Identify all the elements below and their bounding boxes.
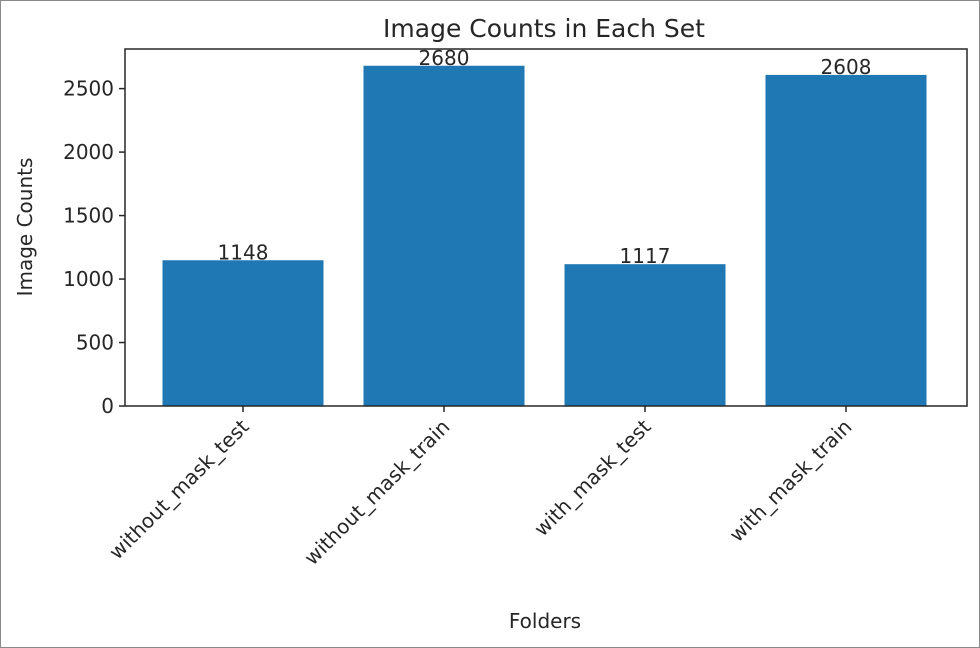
axes-frame xyxy=(124,48,968,407)
y-tick-label: 2000 xyxy=(63,140,114,164)
x-axis-label: Folders xyxy=(509,609,581,633)
y-tick-label: 0 xyxy=(101,394,114,418)
bar xyxy=(162,260,324,406)
y-tick-label: 500 xyxy=(76,331,114,355)
value-label: 2680 xyxy=(419,46,470,70)
bars-group xyxy=(162,65,927,407)
bar xyxy=(363,65,525,406)
value-label: 1148 xyxy=(218,240,269,264)
y-tick-label: 1000 xyxy=(63,267,114,291)
y-tick-label: 1500 xyxy=(63,204,114,228)
value-label: 2608 xyxy=(821,55,872,79)
value-labels: 1148 2680 1117 2608 xyxy=(218,46,872,268)
x-tick-label: with_mask_train xyxy=(724,415,856,547)
bar xyxy=(765,74,927,407)
y-tick-labels: 0 500 1000 1500 2000 2500 xyxy=(63,77,125,418)
y-tick-label: 2500 xyxy=(63,77,114,101)
chart-title: Image Counts in Each Set xyxy=(383,14,705,43)
y-axis-label: Image Counts xyxy=(13,158,37,297)
x-tick-label: without_mask_train xyxy=(299,415,454,570)
x-tick-label: with_mask_test xyxy=(529,414,655,540)
x-tick-labels: without_mask_test without_mask_train with_… xyxy=(104,406,857,570)
x-tick-label: without_mask_test xyxy=(104,414,254,564)
value-label: 1117 xyxy=(620,244,671,268)
bar xyxy=(564,264,726,406)
